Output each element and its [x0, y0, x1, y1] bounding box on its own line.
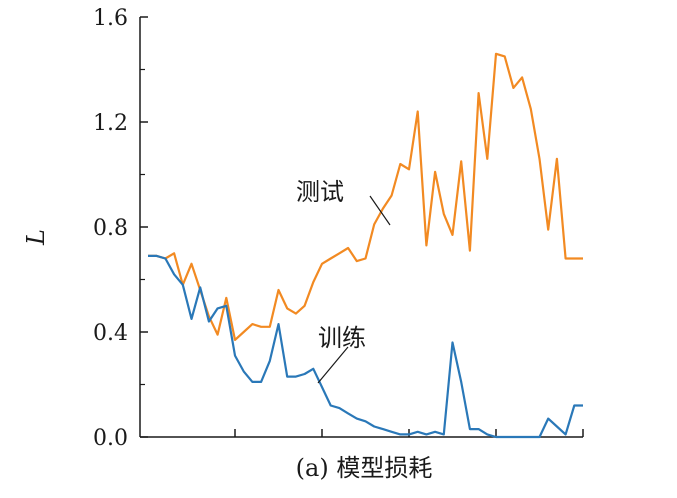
axes: 0.0 0.4 0.8 1.2 1.6 [93, 6, 584, 451]
series-line-test [148, 52, 583, 341]
annotation-test-label: 测试 [296, 178, 344, 206]
y-ticks: 0.0 0.4 0.8 1.2 1.6 [93, 6, 148, 451]
y-tick-label: 0.8 [93, 216, 128, 241]
y-tick-label: 1.2 [93, 111, 128, 136]
y-axis-label: L [22, 229, 50, 246]
y-tick-label: 0.0 [93, 426, 128, 451]
annotation-leader-test [369, 195, 391, 226]
y-tick-label: 0.4 [93, 321, 128, 346]
series-line-train [148, 254, 583, 439]
annotation-train-label: 训练 [318, 324, 366, 352]
annotation-leader-train [317, 346, 349, 384]
series-group [148, 52, 583, 439]
chart-caption: (a) 模型损耗 [296, 454, 433, 482]
y-tick-label: 1.6 [93, 6, 128, 31]
x-ticks [234, 429, 584, 437]
